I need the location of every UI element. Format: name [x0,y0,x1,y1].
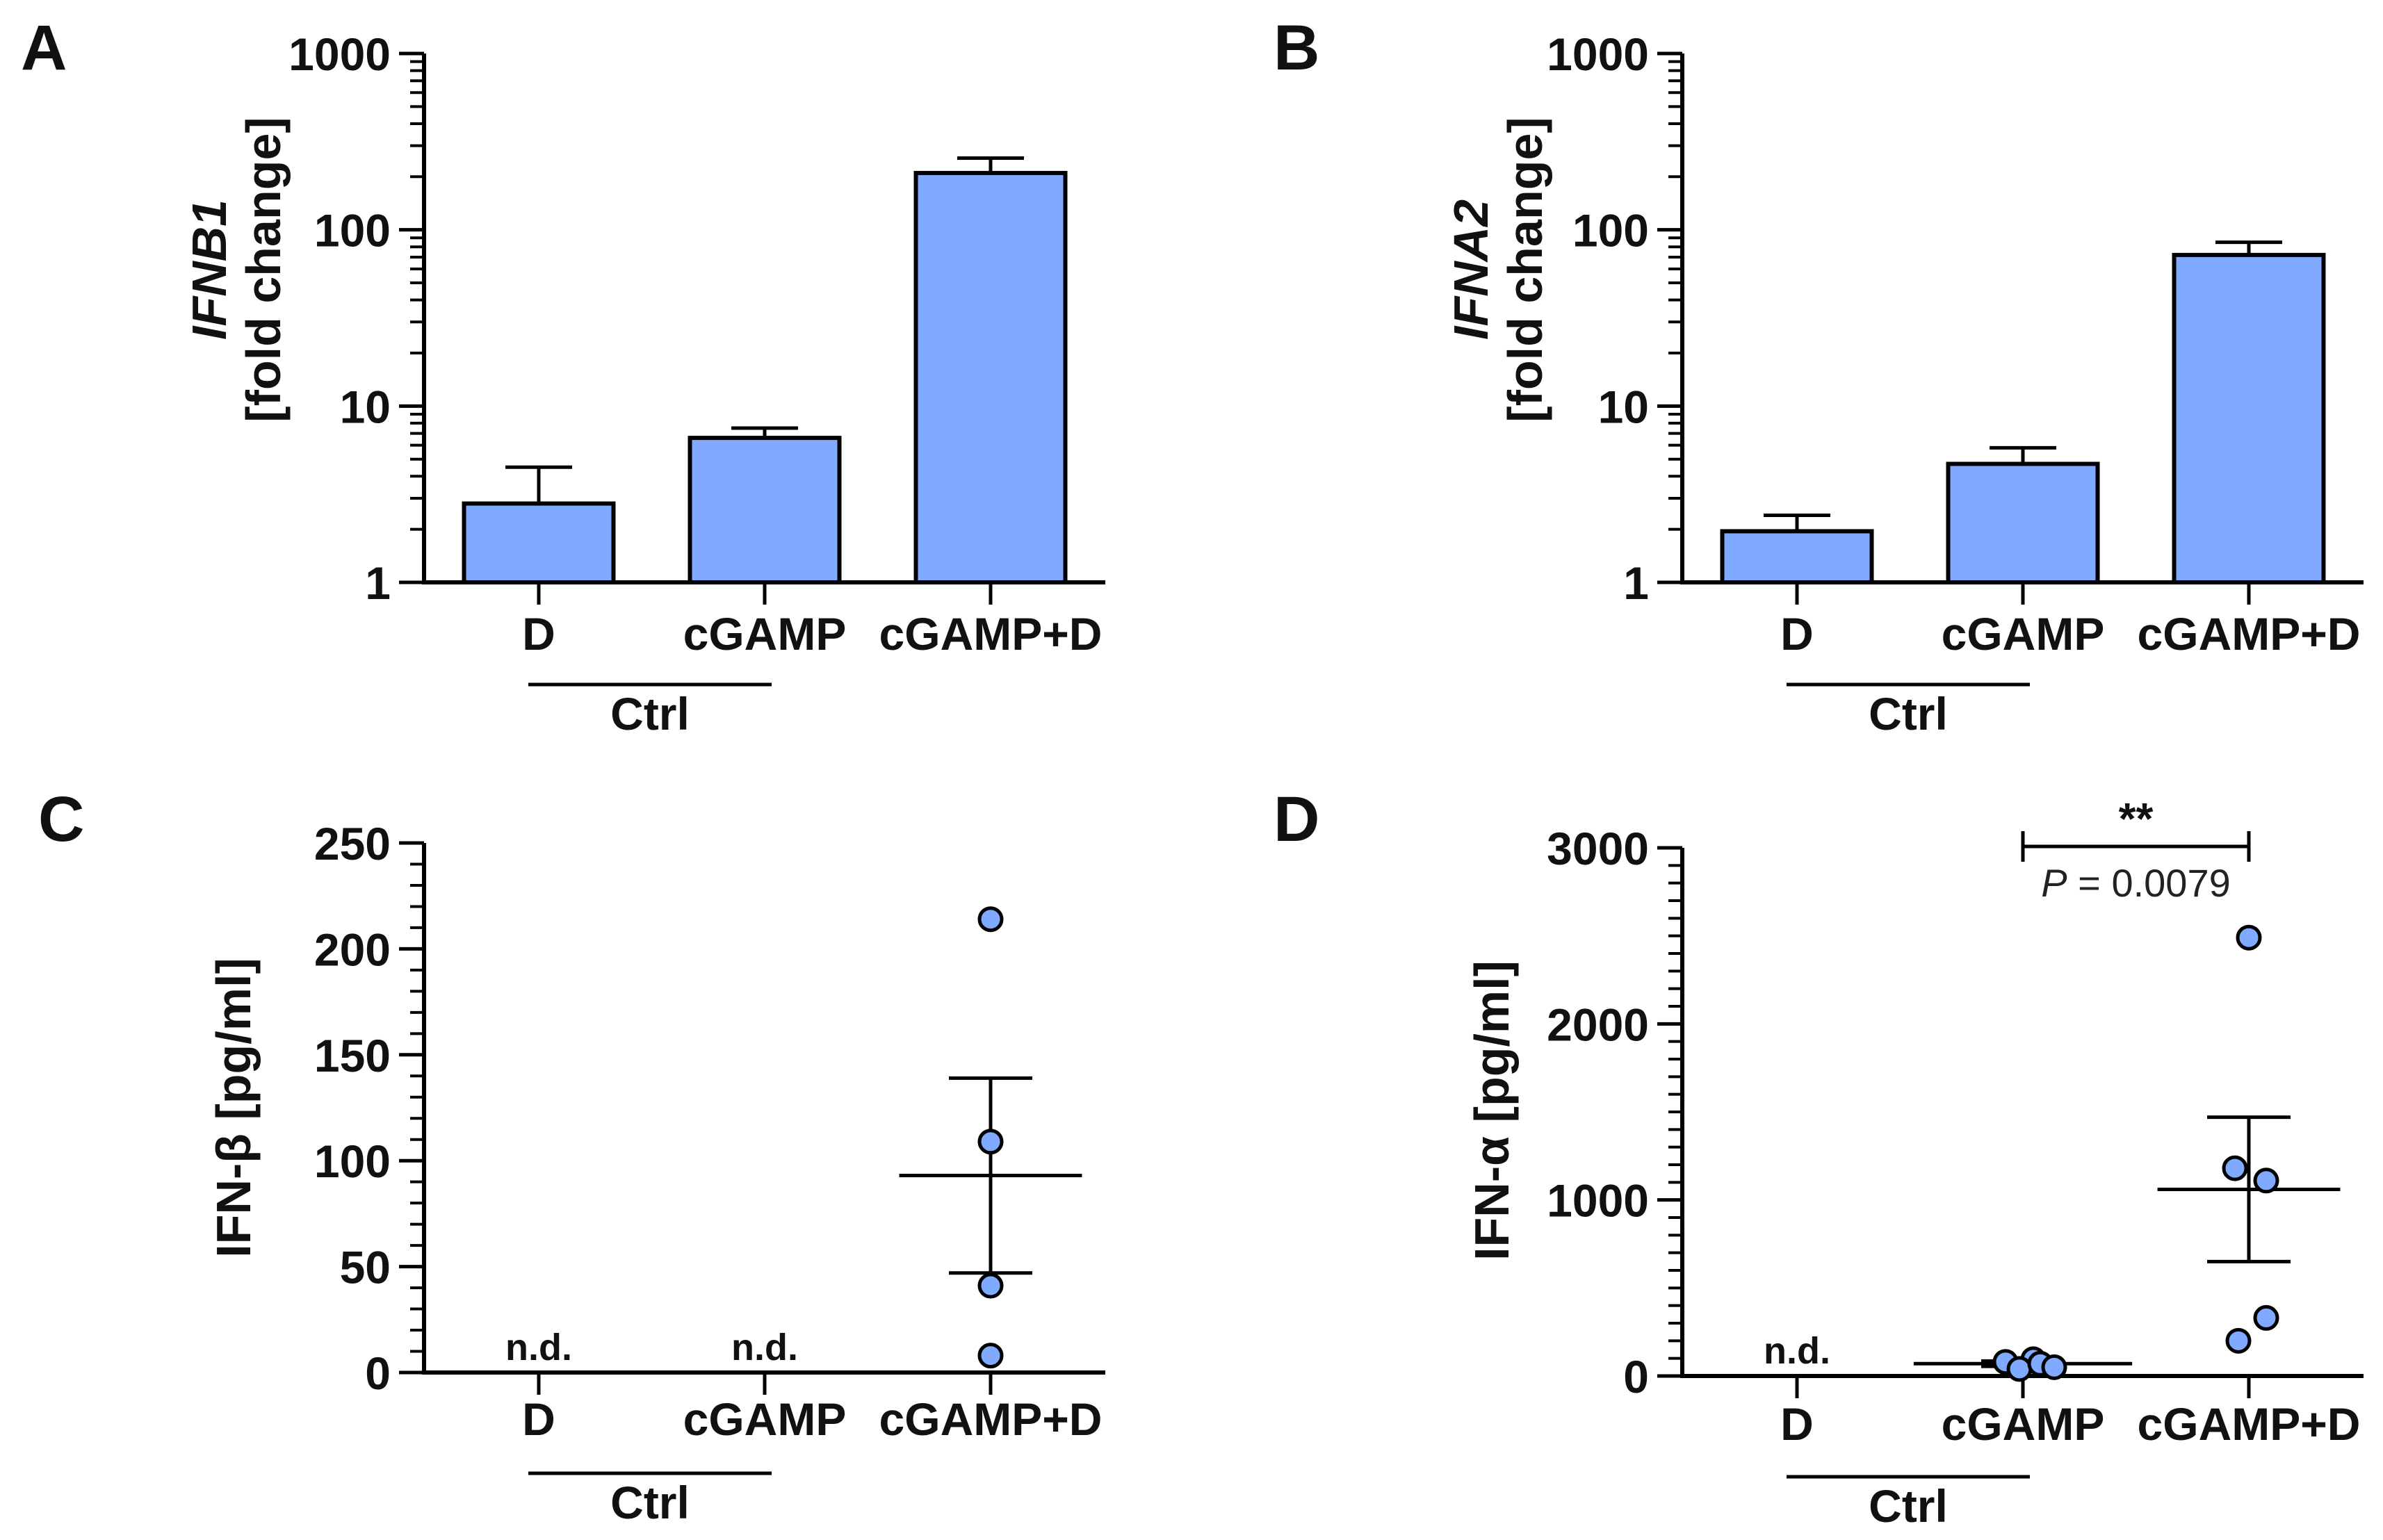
panel-letter: C [38,784,84,855]
y-tick-label: 1000 [288,28,391,80]
x-tick-label: cGAMP+D [879,1393,1103,1445]
data-point [2225,1327,2252,1354]
bar [913,170,1068,585]
data-point [2222,1155,2248,1181]
nd-label: n.d. [505,1327,572,1368]
y-tick-label: 1000 [1547,1175,1649,1227]
data-point [2236,924,2262,951]
panel-a: A 1 10 100 1000 D cGAMP cGAMP+D Ctrl IFNB1[fold c… [21,13,1105,739]
y-tick-label: 100 [314,1136,391,1187]
bar [1946,461,2100,584]
data-point [2253,1168,2279,1194]
panel-b: B 1 10 100 1000 D cGAMP cGAMP+D Ctrl IFNA2[fold c… [1274,13,2364,739]
nd-label: n.d. [1764,1330,1830,1372]
x-tick-label: cGAMP+D [2138,1398,2361,1450]
data-point [2253,1304,2279,1331]
p-value-number: = 0.0079 [2067,861,2231,905]
y-tick-label: 3000 [1547,823,1649,874]
panel-c: C 0 50 100 150 200 250 D cGAMP cGAMP+D Ctrl IFN-β [… [38,784,1105,1528]
y-tick-label: 10 [340,381,391,432]
x-tick-label: cGAMP [1942,1398,2105,1450]
y-axis-label: IFNB1[fold change] [182,117,291,422]
p-value-symbol: P [2041,861,2067,905]
bar [462,501,616,585]
data-point [2006,1356,2033,1382]
x-tick-label: cGAMP [1942,608,2105,660]
y-tick-label: 100 [314,205,391,256]
x-tick-label: D [1780,1398,1814,1450]
bar [688,436,842,584]
group-label: Ctrl [1869,688,1948,739]
bar [2172,252,2326,584]
y-axis-label-unit: [fold change] [236,117,291,422]
significance-stars: ** [2119,794,2154,844]
p-value-label: P = 0.0079 [2041,861,2230,905]
data-point [977,906,1004,933]
panel-d: D 0 1000 2000 3000 D cGAMP cGAMP+D Ctrl IFN-α [pg… [1274,784,2364,1532]
panel-letter: B [1274,13,1319,83]
x-tick-label: cGAMP+D [2138,608,2361,660]
y-axis-label-unit: [fold change] [1498,117,1552,422]
x-tick-label: cGAMP [683,608,847,660]
y-tick-label: 0 [365,1348,391,1399]
group-label: Ctrl [610,688,690,739]
y-tick-label: 200 [314,924,391,975]
nd-label: n.d. [731,1327,798,1368]
y-tick-label: 0 [1623,1351,1649,1402]
y-tick-label: 50 [340,1242,391,1293]
data-point [977,1343,1004,1369]
x-tick-label: D [1780,608,1814,660]
y-axis-label: IFN-β [pg/ml] [206,958,261,1258]
x-tick-label: D [522,1393,555,1445]
y-axis-label: IFN-α [pg/ml] [1465,960,1519,1261]
data-point [2041,1354,2067,1380]
x-tick-label: cGAMP+D [879,608,1103,660]
data-point [977,1272,1004,1299]
group-label: Ctrl [1869,1480,1948,1532]
y-tick-label: 250 [314,818,391,869]
y-axis-label-gene: IFNA2 [1444,199,1498,340]
y-axis-label-gene: IFNB1 [182,199,236,340]
x-tick-label: D [522,608,555,660]
y-tick-label: 10 [1598,381,1649,432]
panel-letter: D [1274,784,1319,855]
group-label: Ctrl [610,1477,690,1528]
data-point [977,1129,1004,1155]
y-tick-label: 1000 [1547,28,1649,80]
x-tick-label: cGAMP [683,1393,847,1445]
y-tick-label: 150 [314,1030,391,1081]
y-tick-label: 1 [365,557,391,609]
panel-letter: A [21,13,67,83]
y-tick-label: 100 [1572,205,1649,256]
y-tick-label: 1 [1623,557,1649,609]
y-axis-label: IFNA2[fold change] [1444,117,1552,422]
y-tick-label: 2000 [1547,999,1649,1050]
bar [1720,529,1874,584]
